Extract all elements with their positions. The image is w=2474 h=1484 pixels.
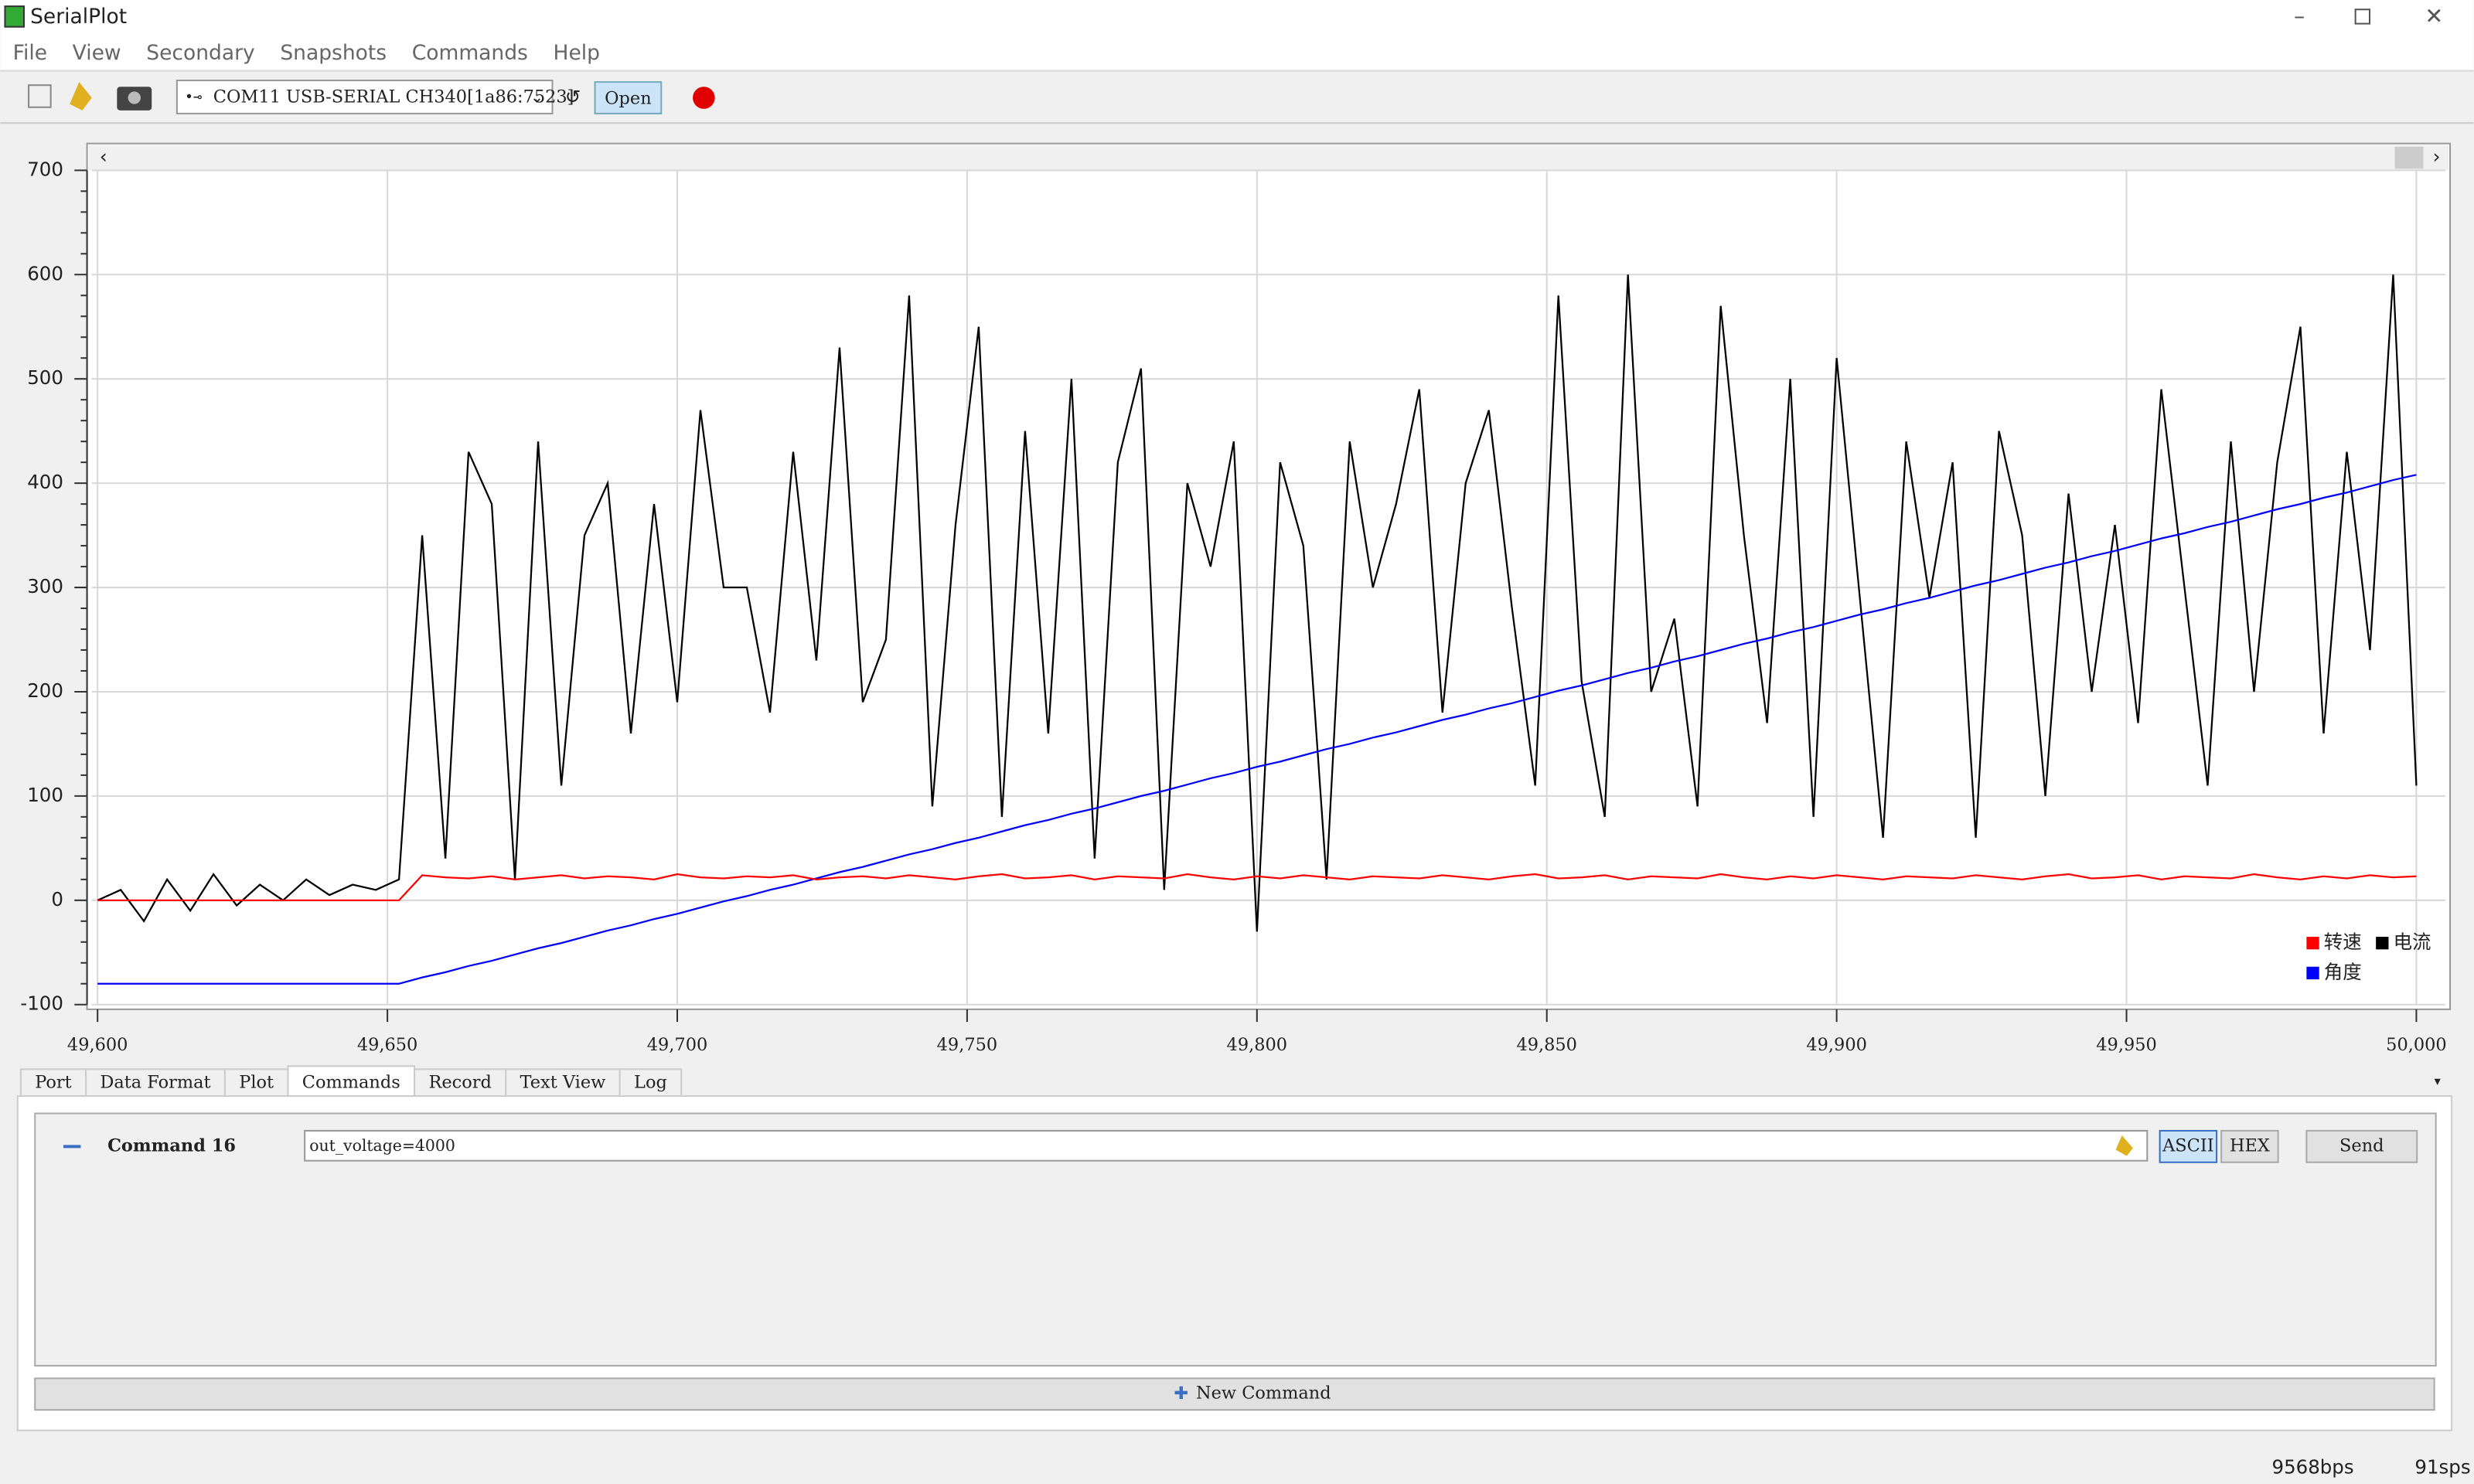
tab-label: Record xyxy=(428,1073,491,1093)
send-label: Send xyxy=(2339,1135,2384,1156)
hex-label: HEX xyxy=(2230,1135,2270,1156)
restore-button[interactable] xyxy=(2354,9,2371,25)
scrollbar[interactable] xyxy=(88,145,2449,171)
window-title: SerialPlot xyxy=(30,5,127,29)
sps: 91sps xyxy=(2414,1456,2470,1479)
x-tick-label: 50,000 xyxy=(2386,1035,2447,1055)
tab[interactable]: Plot xyxy=(223,1068,289,1098)
tab-label: Commands xyxy=(302,1073,400,1093)
tab-menu-arrow[interactable]: ▾ xyxy=(2435,1074,2442,1088)
combo-arrow: ⌄ xyxy=(530,88,544,107)
menu-item[interactable]: File xyxy=(13,41,47,65)
open-button[interactable] xyxy=(594,81,663,114)
legend-label: 电流 xyxy=(2394,931,2431,953)
tab-label: Plot xyxy=(239,1073,274,1093)
ascii-label: ASCII xyxy=(2162,1135,2213,1156)
legend-swatch xyxy=(2306,936,2319,950)
y-tick-label: 400 xyxy=(27,471,63,493)
pause-button[interactable] xyxy=(28,84,52,108)
menu-item[interactable]: View xyxy=(73,41,121,65)
series-line xyxy=(97,873,2417,901)
tab-bg xyxy=(19,1068,87,1098)
tab-label: Text View xyxy=(520,1073,606,1093)
y-tick-label: 100 xyxy=(27,784,63,806)
legend-label: 转速 xyxy=(2324,931,2362,953)
app-icon xyxy=(4,5,25,28)
y-tick-label: 300 xyxy=(27,575,63,597)
x-tick-label: 49,900 xyxy=(1806,1035,1867,1055)
tab[interactable]: Port xyxy=(19,1068,87,1098)
clear-button[interactable] xyxy=(70,82,92,111)
x-tick-label: 49,950 xyxy=(2096,1035,2157,1055)
x-tick-label: 49,650 xyxy=(357,1035,418,1055)
scroll-right[interactable]: › xyxy=(2433,145,2441,168)
menu-item[interactable]: Snapshots xyxy=(280,41,387,65)
send-button[interactable] xyxy=(2305,1129,2418,1163)
y-tick-label: 200 xyxy=(27,679,63,702)
open-label: Open xyxy=(605,89,652,109)
tab-label: Data Format xyxy=(100,1073,210,1093)
series-line xyxy=(97,474,2417,985)
tab-label: Log xyxy=(634,1073,667,1093)
title-bar xyxy=(0,0,2474,35)
plot-frame xyxy=(86,142,2452,1010)
tab[interactable]: Text View xyxy=(505,1068,621,1098)
x-tick-label: 49,700 xyxy=(647,1035,708,1055)
command-name: Command 16 xyxy=(107,1135,236,1156)
y-tick-label: 500 xyxy=(27,366,63,389)
port-name: COM11 USB-SERIAL CH340[1a86:7523] xyxy=(213,87,574,107)
snapshot-lens xyxy=(128,91,141,104)
tab[interactable]: Data Format xyxy=(85,1068,226,1098)
x-tick-label: 49,800 xyxy=(1227,1035,1288,1055)
y-tick-label: 700 xyxy=(27,158,63,180)
minimize-button[interactable]: – xyxy=(2294,2,2305,29)
tab[interactable]: Log xyxy=(618,1068,683,1098)
bps: 9568bps xyxy=(2271,1456,2353,1479)
legend-swatch xyxy=(2306,966,2319,980)
clear-input[interactable] xyxy=(2115,1135,2133,1156)
legend-label: 角度 xyxy=(2324,961,2362,983)
command-text: out_voltage=4000 xyxy=(309,1136,455,1155)
scroll-left[interactable]: ‹ xyxy=(100,145,107,168)
y-tick-label: 600 xyxy=(27,262,63,284)
record-button[interactable] xyxy=(693,87,715,109)
tab[interactable]: Commands xyxy=(287,1065,416,1099)
tabs: Port Data Format Plot Commands Record Text Vi… xyxy=(19,1065,683,1099)
y-tick-label: -100 xyxy=(20,992,63,1015)
close-button[interactable]: ✕ xyxy=(2425,2,2443,29)
ascii-button[interactable] xyxy=(2159,1129,2218,1163)
menu-item[interactable]: Secondary xyxy=(146,41,254,65)
x-tick-label: 49,600 xyxy=(67,1035,128,1055)
menu-item[interactable]: Help xyxy=(554,41,600,65)
tab[interactable]: Record xyxy=(414,1068,507,1098)
menu: File View Secondary Snapshots Commands Help xyxy=(13,41,600,65)
chart: -100 0 100 200 300 400 500 600 700 49,600 49,650 49… xyxy=(20,158,2446,1054)
x-tick-label: 49,850 xyxy=(1516,1035,1577,1055)
x-tick-label: 49,750 xyxy=(937,1035,998,1055)
usb-icon: •⊸ xyxy=(185,90,202,106)
port-combo[interactable] xyxy=(175,80,554,114)
legend-swatch xyxy=(2376,936,2389,950)
series-line xyxy=(97,274,2418,932)
menu-bar xyxy=(0,34,2474,70)
tab-label: Port xyxy=(35,1073,71,1093)
plus-icon: ✚ xyxy=(1174,1384,1188,1404)
new-command-label: New Command xyxy=(1196,1384,1331,1404)
scroll-thumb[interactable] xyxy=(2394,146,2424,169)
y-tick-label: 0 xyxy=(51,888,63,910)
menu-item[interactable]: Commands xyxy=(412,41,528,65)
command-input[interactable] xyxy=(304,1129,2149,1162)
new-command-button[interactable] xyxy=(34,1377,2435,1411)
hex-button[interactable] xyxy=(2220,1129,2279,1163)
refresh-button[interactable]: ↺ xyxy=(565,86,581,108)
